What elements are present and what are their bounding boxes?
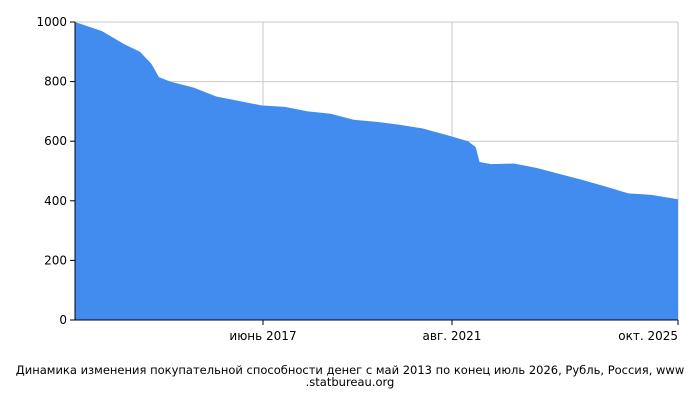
axes	[74, 22, 678, 321]
x-axis-ticks: июнь 2017 авг. 2021 окт. 2025	[229, 320, 679, 343]
x-tick-label: авг. 2021	[423, 329, 482, 343]
y-axis-ticks: 0 200 400 600 800 1000	[36, 15, 75, 327]
y-tick-label: 800	[44, 75, 67, 89]
y-tick-label: 0	[59, 313, 67, 327]
series-area	[75, 22, 678, 320]
y-tick-label: 600	[44, 134, 67, 148]
x-tick-label: июнь 2017	[229, 329, 296, 343]
y-tick-label: 400	[44, 194, 67, 208]
y-tick-label: 1000	[36, 15, 67, 29]
chart-caption: Динамика изменения покупательной способн…	[15, 363, 685, 389]
y-tick-label: 200	[44, 253, 67, 267]
chart-svg: 0 200 400 600 800 1000 июнь 2017 авг. 2021 окт.…	[36, 15, 679, 343]
x-tick-label: окт. 2025	[618, 329, 678, 343]
